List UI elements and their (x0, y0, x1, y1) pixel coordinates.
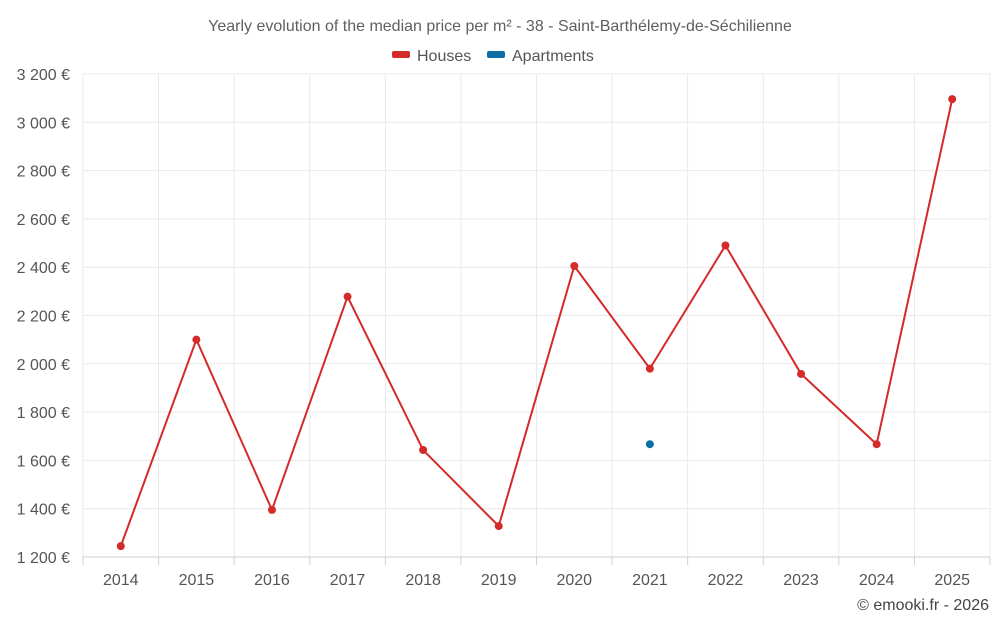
axes (82, 556, 991, 565)
y-tick-label: 2 400 € (17, 260, 70, 277)
data-point-houses-2014[interactable] (116, 542, 125, 551)
x-tick-label: 2018 (405, 572, 441, 589)
chart-title: Yearly evolution of the median price per… (208, 18, 792, 35)
legend-swatch-apartments (487, 51, 505, 58)
data-point-houses-2021[interactable] (645, 364, 654, 373)
x-tick-label: 2017 (330, 572, 366, 589)
x-tick-label: 2024 (859, 572, 895, 589)
x-axis-ticks: 2014 2015 2016 2017 2018 2019 2020 2021 2022 2023… (103, 572, 970, 589)
data-point-houses-2015[interactable] (192, 335, 201, 344)
series-houses (116, 95, 957, 551)
y-tick-label: 2 800 € (17, 164, 70, 181)
grid (82, 73, 991, 557)
x-tick-label: 2016 (254, 572, 290, 589)
legend: Houses Apartments (392, 48, 594, 65)
legend-label-houses: Houses (417, 48, 471, 65)
series-apartments (645, 440, 654, 449)
y-tick-label: 1 400 € (17, 502, 70, 519)
y-tick-label: 1 200 € (17, 550, 70, 567)
data-point-houses-2020[interactable] (570, 261, 579, 270)
x-tick-label: 2021 (632, 572, 668, 589)
data-point-houses-2018[interactable] (419, 446, 428, 455)
legend-item-houses[interactable]: Houses (392, 48, 471, 65)
data-point-houses-2022[interactable] (721, 241, 730, 250)
data-point-apartments-2021[interactable] (645, 440, 654, 449)
x-tick-label: 2019 (481, 572, 517, 589)
data-point-houses-2025[interactable] (948, 95, 957, 104)
data-point-houses-2023[interactable] (797, 369, 806, 378)
legend-swatch-houses (392, 51, 410, 58)
y-tick-label: 2 200 € (17, 309, 70, 326)
x-tick-label: 2025 (934, 572, 970, 589)
credit-text: © emooki.fr - 2026 (857, 597, 989, 614)
x-tick-label: 2022 (708, 572, 744, 589)
data-point-houses-2016[interactable] (267, 505, 276, 514)
x-tick-label: 2023 (783, 572, 819, 589)
y-tick-label: 1 600 € (17, 453, 70, 470)
y-tick-label: 2 600 € (17, 212, 70, 229)
x-tick-label: 2014 (103, 572, 139, 589)
x-tick-label: 2020 (556, 572, 592, 589)
legend-item-apartments[interactable]: Apartments (487, 48, 594, 65)
data-point-houses-2024[interactable] (872, 440, 881, 449)
y-axis-ticks: 1 200 € 1 400 € 1 600 € 1 800 € 2 000 € 2 200… (17, 67, 70, 567)
series (116, 95, 957, 551)
data-point-houses-2019[interactable] (494, 522, 503, 531)
legend-label-apartments: Apartments (512, 48, 594, 65)
y-tick-label: 2 000 € (17, 357, 70, 374)
y-tick-label: 3 000 € (17, 115, 70, 132)
x-tick-label: 2015 (179, 572, 215, 589)
series-line-houses (119, 98, 954, 547)
y-tick-label: 1 800 € (17, 405, 70, 422)
y-tick-label: 3 200 € (17, 67, 70, 84)
data-point-houses-2017[interactable] (343, 292, 352, 301)
